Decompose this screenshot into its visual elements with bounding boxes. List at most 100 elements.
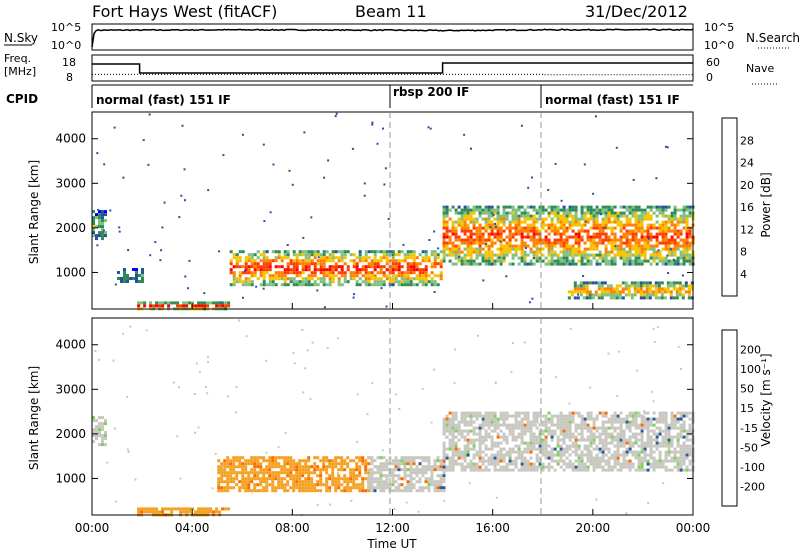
- vel-data-cell: [424, 459, 428, 463]
- vel-data-cell: [283, 486, 287, 490]
- power-data-cell: [532, 214, 536, 218]
- power-data-cell: [580, 208, 584, 212]
- power-data-cell: [538, 208, 542, 212]
- vel-data-cell: [685, 414, 689, 418]
- vel-data-cell: [235, 483, 239, 487]
- vel-data-cell: [478, 468, 482, 472]
- vel-data-cell: [565, 414, 569, 418]
- power-data-cell: [364, 277, 368, 281]
- power-data-cell: [376, 277, 380, 281]
- power-data-speckle: [188, 259, 191, 262]
- power-data-cell: [649, 223, 653, 227]
- power-data-cell: [235, 253, 239, 257]
- vel-data-speckle: [555, 376, 558, 379]
- vel-data-cell: [370, 456, 374, 460]
- power-data-cell: [582, 287, 586, 291]
- power-data-cell: [673, 208, 677, 212]
- power-data-cell: [104, 210, 107, 214]
- vel-data-cell: [622, 438, 626, 442]
- power-data-cell: [445, 247, 449, 251]
- vel-data-cell: [496, 453, 500, 457]
- power-data-cell: [253, 262, 257, 266]
- power-data-cell: [505, 235, 509, 239]
- power-data-cell: [664, 205, 668, 209]
- power-data-cell: [661, 247, 665, 251]
- frequency-panel: Freq. [MHz] 18 8 60 0 Nave: [4, 52, 778, 85]
- power-data-cell: [529, 259, 533, 263]
- power-data-cell: [580, 262, 584, 266]
- power-data-cell: [598, 250, 602, 254]
- power-data-cell: [511, 253, 515, 257]
- vel-data-cell: [487, 420, 491, 424]
- power-data-cell: [616, 238, 620, 242]
- vel-cbar-tick: 100: [740, 363, 761, 376]
- vel-data-cell: [421, 474, 425, 478]
- vel-data-cell: [565, 429, 569, 433]
- power-data-cell: [634, 214, 638, 218]
- power-data-cell: [610, 238, 614, 242]
- power-data-cell: [586, 220, 590, 224]
- power-data-cell: [502, 208, 506, 212]
- vel-data-speckle: [265, 359, 268, 362]
- vel-data-cell: [670, 459, 674, 463]
- power-data-cell: [415, 256, 419, 260]
- power-data-cell: [634, 244, 638, 248]
- vel-data-cell: [98, 434, 101, 438]
- vel-data-cell: [137, 510, 141, 514]
- vel-data-cell: [331, 474, 335, 478]
- velocity-data: [92, 319, 695, 517]
- power-data-speckle: [387, 218, 390, 220]
- power-data-cell: [592, 247, 596, 251]
- power-data-cell: [574, 223, 578, 227]
- vel-data-cell: [664, 429, 668, 433]
- power-data-cell: [594, 293, 598, 297]
- vel-data-cell: [442, 447, 446, 451]
- vel-data-cell: [421, 465, 425, 469]
- vel-data-speckle: [356, 393, 359, 396]
- power-data-cell: [460, 229, 464, 233]
- mode-label-2: rbsp 200 IF: [393, 85, 469, 99]
- vel-data-cell: [373, 489, 377, 493]
- vel-data-cell: [511, 468, 515, 472]
- vel-data-cell: [442, 477, 446, 481]
- vel-data-cell: [652, 438, 656, 442]
- power-data-cell: [104, 219, 107, 223]
- power-data-cell: [669, 284, 673, 288]
- vel-data-cell: [235, 474, 239, 478]
- power-data-cell: [286, 256, 290, 260]
- power-data-cell: [98, 225, 101, 229]
- power-data-cell: [403, 271, 407, 275]
- vel-data-cell: [385, 486, 389, 490]
- vel-data-cell: [547, 411, 551, 415]
- power-data-cell: [661, 220, 665, 224]
- vel-data-speckle: [405, 469, 407, 472]
- power-data-cell: [161, 304, 165, 308]
- power-data-cell: [547, 214, 551, 218]
- vel-data-cell: [244, 471, 248, 475]
- vel-data-cell: [421, 456, 425, 460]
- power-data-cell: [619, 214, 623, 218]
- power-data-cell: [685, 250, 689, 254]
- vel-data-cell: [577, 444, 581, 448]
- power-data-cell: [655, 232, 659, 236]
- power-data-cell: [508, 220, 512, 224]
- vel-data-cell: [481, 456, 485, 460]
- power-data-cell: [622, 253, 626, 257]
- power-data-cell: [271, 274, 275, 278]
- vel-data-cell: [484, 432, 488, 436]
- vel-data-cell: [376, 486, 380, 490]
- power-data-cell: [436, 262, 440, 266]
- power-data-cell: [511, 232, 515, 236]
- power-data-cell: [616, 250, 620, 254]
- power-data-cell: [319, 256, 323, 260]
- power-data-cell: [391, 253, 395, 257]
- vel-data-cell: [292, 480, 296, 484]
- vel-data-cell: [523, 429, 527, 433]
- power-data-cell: [576, 296, 580, 300]
- vel-data-cell: [224, 507, 228, 511]
- vel-data-cell: [370, 462, 374, 466]
- vel-data-cell: [643, 456, 647, 460]
- vel-data-cell: [268, 468, 272, 472]
- vel-data-cell: [469, 414, 473, 418]
- vel-data-cell: [529, 462, 533, 466]
